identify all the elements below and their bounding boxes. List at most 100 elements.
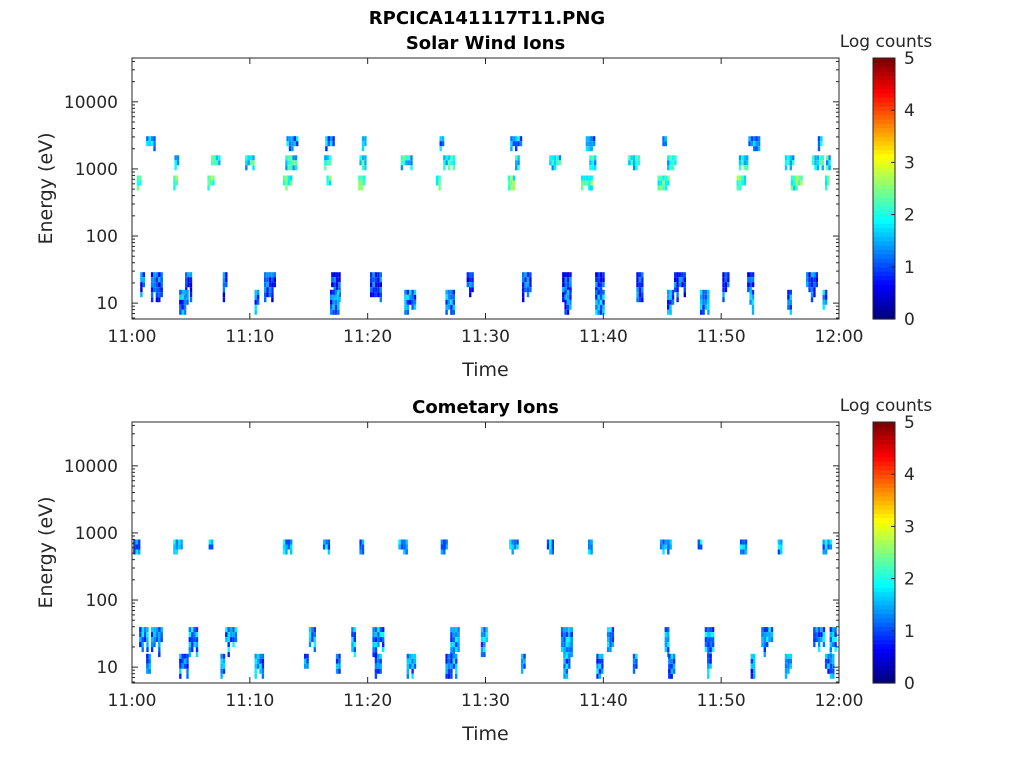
spectrogram-cell bbox=[443, 539, 446, 545]
spectrogram-cell bbox=[364, 155, 367, 161]
spectrogram-cell bbox=[512, 185, 516, 191]
spectrogram-cell bbox=[334, 309, 338, 315]
spectrogram-cell bbox=[744, 544, 748, 550]
colorbar-segment bbox=[873, 179, 895, 185]
spectrogram-cell bbox=[447, 160, 451, 166]
spectrogram-cell bbox=[641, 287, 644, 293]
spectrogram-cell bbox=[697, 539, 700, 545]
spectrogram-cell bbox=[377, 272, 380, 278]
spectrogram-cell bbox=[789, 165, 792, 171]
spectrogram-cell bbox=[667, 304, 670, 310]
spectrogram-cell bbox=[667, 637, 670, 643]
spectrogram-cell bbox=[153, 627, 156, 633]
spectrogram-cell bbox=[810, 297, 814, 303]
spectrogram-cell bbox=[382, 627, 385, 633]
spectrogram-cell bbox=[826, 160, 829, 166]
spectrogram-cell bbox=[450, 642, 453, 648]
spectrogram-cell bbox=[326, 155, 329, 161]
spectrogram-cell bbox=[597, 289, 600, 295]
spectrogram-cell bbox=[326, 180, 329, 186]
spectrogram-cell bbox=[814, 165, 817, 171]
spectrogram-cell bbox=[740, 549, 743, 555]
spectrogram-cell bbox=[211, 539, 214, 545]
spectrogram-cell bbox=[195, 627, 199, 633]
spectrogram-cell bbox=[325, 141, 328, 147]
spectrogram-cell bbox=[669, 544, 672, 550]
spectrogram-cell bbox=[595, 304, 598, 310]
x-tick-label: 12:00 bbox=[815, 327, 864, 347]
spectrogram-cell bbox=[667, 289, 670, 295]
spectrogram-cell bbox=[222, 292, 226, 298]
spectrogram-cell bbox=[271, 287, 274, 293]
spectrogram-cell bbox=[611, 637, 615, 643]
spectrogram-cell bbox=[213, 160, 216, 166]
spectrogram-cell bbox=[517, 165, 520, 171]
spectrogram-cell bbox=[811, 155, 815, 161]
spectrogram-cell bbox=[589, 160, 592, 166]
spectrogram-cell bbox=[259, 668, 262, 674]
spectrogram-cell bbox=[638, 282, 642, 288]
spectrogram-cell bbox=[374, 653, 378, 659]
spectrogram-cell bbox=[671, 165, 675, 171]
spectrogram-cell bbox=[753, 663, 756, 669]
spectrogram-cell bbox=[565, 627, 569, 633]
spectrogram-cell bbox=[749, 299, 752, 305]
spectrogram-cell bbox=[252, 165, 255, 171]
spectrogram-cell bbox=[229, 632, 233, 638]
spectrogram-cell bbox=[445, 155, 448, 161]
spectrogram-cell bbox=[598, 673, 602, 679]
spectrogram-cell bbox=[707, 309, 710, 315]
colorbar-segment bbox=[873, 661, 895, 667]
spectrogram-cell bbox=[259, 658, 262, 664]
spectrogram-cell bbox=[599, 289, 603, 295]
spectrogram-cell bbox=[815, 272, 818, 278]
colorbar-tick-label: 3 bbox=[904, 517, 915, 537]
spectrogram-cell bbox=[282, 539, 286, 545]
spectrogram-cell bbox=[598, 668, 602, 674]
spectrogram-cell bbox=[452, 155, 456, 161]
spectrogram-cell bbox=[747, 277, 750, 283]
spectrogram-cell bbox=[560, 627, 564, 633]
spectrogram-cell bbox=[667, 539, 670, 545]
spectrogram-cell bbox=[292, 155, 295, 161]
spectrogram-cell bbox=[308, 632, 312, 638]
spectrogram-cell bbox=[549, 160, 552, 166]
spectrogram-cell bbox=[469, 282, 472, 288]
spectrogram-cell bbox=[191, 627, 194, 633]
colorbar-segment bbox=[873, 275, 895, 281]
spectrogram-cell bbox=[264, 297, 267, 303]
spectrogram-cell bbox=[293, 136, 296, 142]
colorbar-frame bbox=[872, 57, 896, 320]
spectrogram-cell bbox=[662, 175, 665, 181]
spectrogram-cell bbox=[483, 627, 486, 633]
spectrogram-cell bbox=[749, 272, 752, 278]
spectrogram-cell bbox=[674, 282, 677, 288]
colorbar-segment bbox=[873, 487, 895, 493]
spectrogram-cell bbox=[485, 637, 488, 643]
spectrogram-cell bbox=[510, 146, 513, 152]
spectrogram-cell bbox=[450, 289, 453, 295]
spectrogram-cell bbox=[597, 272, 600, 278]
spectrogram-cell bbox=[150, 282, 154, 288]
spectrogram-cell bbox=[374, 282, 378, 288]
spectrogram-cell bbox=[188, 627, 191, 633]
spectrogram-cell bbox=[183, 304, 187, 310]
spectrogram-cell bbox=[520, 668, 524, 674]
spectrogram-cell bbox=[824, 658, 828, 664]
spectrogram-cell bbox=[191, 637, 194, 643]
spectrogram-cell bbox=[632, 155, 636, 161]
spectrogram-cell bbox=[174, 165, 177, 171]
spectrogram-cell bbox=[570, 637, 573, 643]
spectrogram-cell bbox=[524, 277, 527, 283]
spectrogram-cell bbox=[551, 544, 554, 550]
spectrogram-cell bbox=[829, 647, 832, 653]
spectrogram-cell bbox=[285, 549, 288, 555]
spectrogram-cell bbox=[747, 272, 750, 278]
spectrogram-cell bbox=[445, 289, 448, 295]
spectrogram-cell bbox=[667, 294, 670, 300]
spectrogram-cell bbox=[146, 653, 149, 659]
spectrogram-cell bbox=[181, 658, 184, 664]
spectrogram-cell bbox=[751, 282, 755, 288]
spectrogram-cell bbox=[750, 668, 753, 674]
spectrogram-cell bbox=[595, 309, 598, 315]
